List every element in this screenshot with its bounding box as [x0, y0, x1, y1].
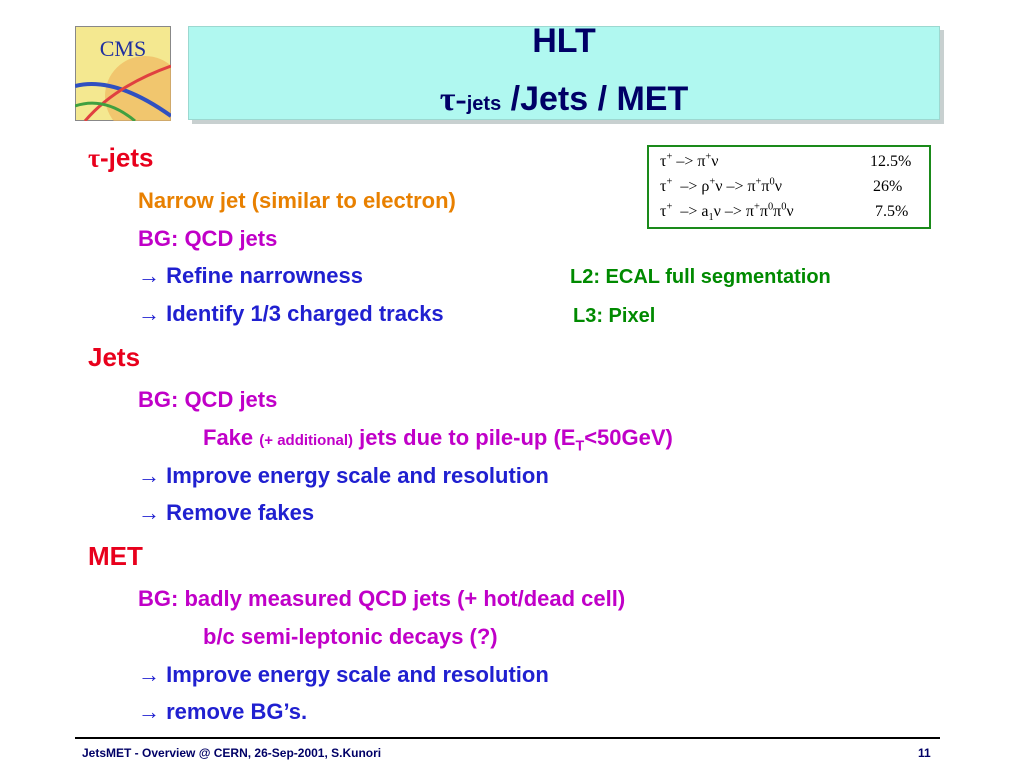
- d: π: [761, 178, 770, 195]
- rate: 26%: [873, 178, 903, 195]
- d: +: [705, 151, 712, 163]
- logo: CMS: [75, 26, 171, 121]
- decay: τ+ –> π+ν: [660, 151, 719, 170]
- decay-table: [647, 145, 931, 229]
- d: π: [759, 203, 768, 220]
- note: L3: Pixel: [573, 305, 656, 327]
- heading-text: -jets: [99, 142, 154, 173]
- d: ν –> π: [713, 203, 754, 220]
- t: <50GeV): [584, 425, 673, 450]
- d: –> π: [672, 153, 706, 170]
- rate: 12.5%: [870, 153, 912, 170]
- d: +: [666, 176, 673, 188]
- heading-symbol: τ: [88, 143, 100, 173]
- footer-text: JetsMET - Overview @ CERN, 26-Sep-2001, …: [82, 746, 382, 760]
- decay: τ+ –> a1ν –> π+π0π0ν: [660, 201, 794, 224]
- d: +: [755, 176, 762, 188]
- subtitle-symbol: τ-: [439, 81, 467, 118]
- d: π: [773, 203, 782, 220]
- d: +: [753, 201, 760, 213]
- d: 1: [708, 212, 714, 224]
- t: T: [575, 438, 585, 455]
- heading: MET: [88, 541, 143, 571]
- line: → Improve energy scale and resolution: [138, 662, 549, 687]
- line: b/c semi-leptonic decays (?): [203, 624, 498, 649]
- d: 0: [767, 201, 774, 213]
- line: → remove BG’s.: [138, 699, 308, 724]
- d: –> a: [672, 203, 709, 220]
- decay: τ+ –> ρ+ν –> π+π0ν: [660, 176, 782, 195]
- t: Fake: [203, 425, 260, 450]
- d: ν –> π: [715, 178, 756, 195]
- d: τ: [660, 203, 667, 220]
- logo-text: CMS: [100, 36, 146, 61]
- footer-rule: [75, 737, 940, 739]
- subtitle-text: /Jets / MET: [501, 80, 689, 118]
- heading: τ-jets: [88, 145, 153, 172]
- d: +: [709, 176, 716, 188]
- d: –> ρ: [672, 178, 710, 195]
- subtitle: τ-jets /Jets / MET: [188, 82, 940, 117]
- line: → Improve energy scale and resolution: [138, 463, 549, 488]
- line: BG: badly measured QCD jets (+ hot/dead …: [138, 586, 626, 611]
- line: → Identify 1/3 charged tracks: [138, 301, 444, 326]
- title: HLT: [532, 22, 596, 60]
- d: +: [666, 151, 673, 163]
- d: ν: [711, 153, 719, 170]
- heading: Jets: [88, 342, 141, 372]
- d: 0: [769, 176, 775, 188]
- t: jets due to pile-up (E: [353, 425, 576, 450]
- t: (+ additional): [259, 432, 354, 449]
- d: ν: [774, 178, 782, 195]
- title-box: [188, 26, 940, 120]
- d: 0: [781, 201, 787, 213]
- d: τ: [660, 153, 667, 170]
- page-number: 11: [918, 746, 931, 760]
- line: → Remove fakes: [138, 500, 315, 525]
- rate: 7.5%: [875, 203, 909, 220]
- line: Fake (+ additional) jets due to pile-up …: [203, 425, 673, 454]
- note: L2: ECAL full segmentation: [570, 266, 831, 288]
- line: → Refine narrowness: [138, 263, 363, 288]
- line: BG: QCD jets: [138, 226, 278, 251]
- line: Narrow jet (similar to electron): [138, 188, 456, 213]
- d: ν: [786, 203, 794, 220]
- line: BG: QCD jets: [138, 387, 278, 412]
- d: τ: [660, 178, 667, 195]
- d: +: [666, 201, 673, 213]
- subtitle-small: jets: [466, 93, 502, 115]
